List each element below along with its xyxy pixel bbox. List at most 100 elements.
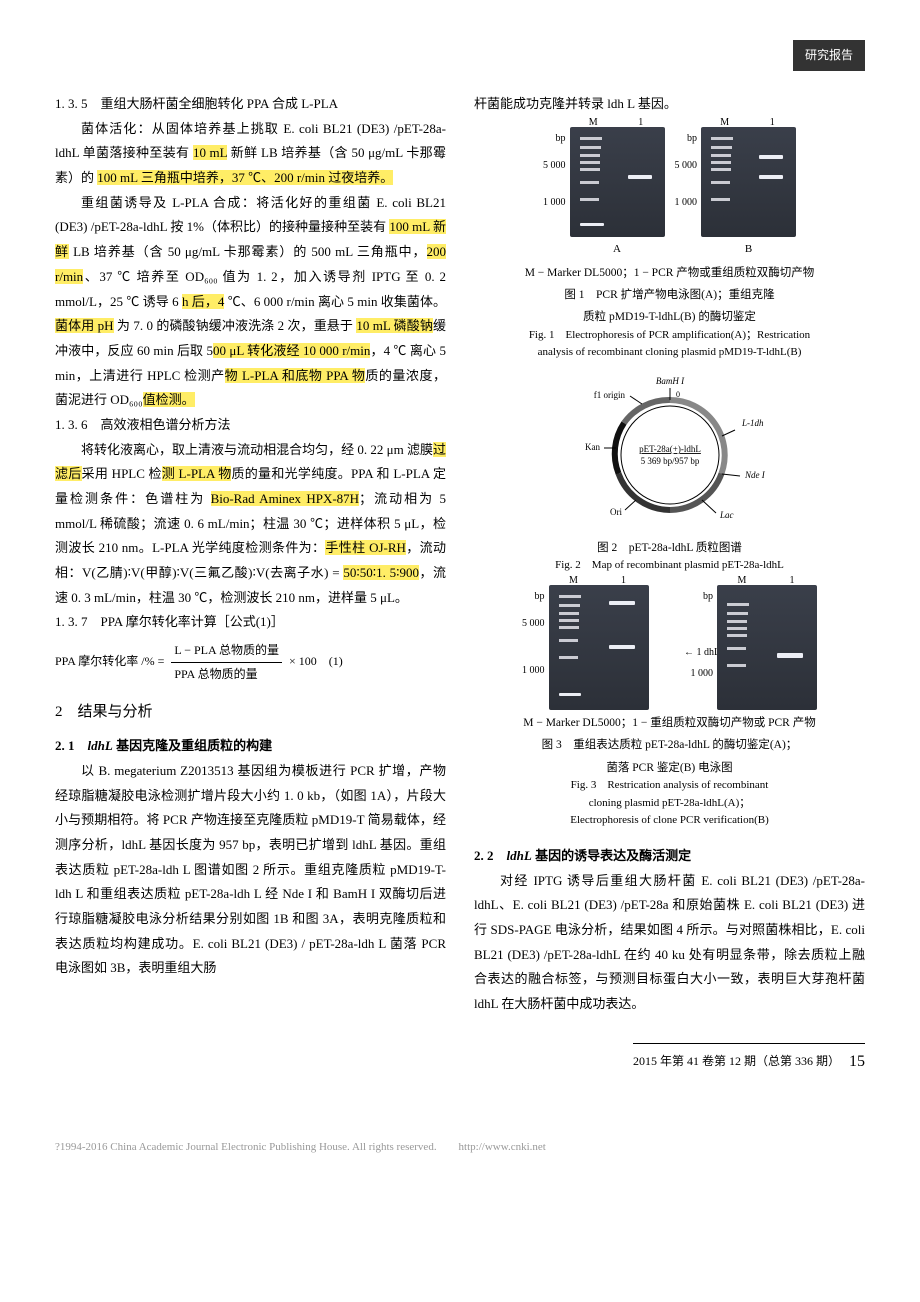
bp-label: bp <box>522 587 545 606</box>
sec-136-title: 1. 3. 6 高效液相色谱分析方法 <box>55 413 446 438</box>
lane: 1 <box>749 113 797 132</box>
sec-135-title: 1. 3. 5 重组大肠杆菌全细胞转化 PPA 合成 L-PLA <box>55 92 446 117</box>
hl: 手性柱 OJ-RH <box>325 540 406 555</box>
fig3-panel-a: bp 5 000 1 000 M1 <box>522 585 649 710</box>
ori-label: Ori <box>610 507 622 517</box>
para-activation: 菌体活化：从固体培养基上挑取 E. coli BL21 (DE3) /pET-2… <box>55 117 446 191</box>
hl: 物 L-PLA 和底物 PPA 物 <box>225 368 366 383</box>
fig1-gels: bp 5 000 1 000 M1 A <box>543 127 796 260</box>
sec-137-title: 1. 3. 7 PPA 摩尔转化率计算［公式(1)］ <box>55 610 446 635</box>
t: ℃、6 000 r/min 离心 5 min 收集菌体。 <box>224 294 446 309</box>
fig3-arrow-label: ← 1 dhL <box>684 643 720 662</box>
hl: 50∶50∶1. 5∶900 <box>343 565 419 580</box>
hl: 测 L-PLA 物 <box>162 466 232 481</box>
fig1-panel-b: bp 5 000 1 000 M1 B <box>675 127 797 260</box>
fig1-cap-en2: analysis of recombinant cloning plasmid … <box>474 344 865 362</box>
mark: 1 000 <box>691 664 714 683</box>
formula-1: PPA 摩尔转化率 /% = L − PLA 总物质的量 PPA 总物质的量 ×… <box>55 639 446 686</box>
lane: 1 <box>617 113 665 132</box>
fig3-gels: bp 5 000 1 000 M1 ← 1 dhL bp <box>522 585 817 710</box>
hl: 值检测。 <box>143 392 195 407</box>
fig1-panel-a: bp 5 000 1 000 M1 A <box>543 127 665 260</box>
header-badge: 研究报告 <box>793 40 865 71</box>
plasmid-svg: BamH I 0 f1 origin L-1dh Kan Nde I Ori L… <box>570 370 770 535</box>
section-2-2-heading: 2. 2 ldhL 基因的诱导表达及酶活测定 <box>474 844 865 869</box>
fig1-legend: M − Marker DL5000；1 − PCR 产物或重组质粒双酶切产物 <box>474 264 865 282</box>
page-number: 15 <box>849 1053 865 1070</box>
formula-label: PPA 摩尔转化率 /% = <box>55 654 164 668</box>
fig1-cap-cn2: 质粒 pMD19-T-ldhL(B) 的酶切鉴定 <box>474 308 865 326</box>
t: 将转化液离心，取上清液与流动相混合均匀，经 0. 22 μm 滤膜 <box>81 442 433 457</box>
t: LB 培养基（含 50 μg/mL 卡那霉素）的 500 mL 三角瓶中， <box>69 244 427 259</box>
zero-label: 0 <box>676 390 680 399</box>
formula-num: L − PLA 总物质的量 <box>171 639 282 663</box>
para-hplc: 将转化液离心，取上清液与流动相混合均匀，经 0. 22 μm 滤膜过滤后采用 H… <box>55 438 446 611</box>
fig1a-marks: bp 5 000 1 000 <box>543 127 570 237</box>
lane: M <box>549 571 599 590</box>
mark: 5 000 <box>675 156 698 175</box>
hl: h 后，4 <box>182 294 224 309</box>
fig3-cap-en2: cloning plasmid pET-28a-ldhL(A)； <box>474 795 865 813</box>
panel-letter: B <box>701 239 796 260</box>
plasmid-size: 5 369 bp/957 bp <box>640 456 699 466</box>
fig3a-marks: bp 5 000 1 000 <box>522 585 549 710</box>
hl: 10 mL <box>193 145 227 160</box>
figure-2: BamH I 0 f1 origin L-1dh Kan Nde I Ori L… <box>474 370 865 575</box>
fig3-legend: M − Marker DL5000；1 − 重组质粒双酶切产物或 PCR 产物 <box>474 714 865 732</box>
mark: 1 000 <box>522 661 545 680</box>
fig1-cap-cn1: 图 1 PCR 扩增产物电泳图(A)；重组克隆 <box>474 286 865 304</box>
mark: 5 000 <box>522 614 545 633</box>
nde-label: Nde I <box>744 470 766 480</box>
two-column-layout: 1. 3. 5 重组大肠杆菌全细胞转化 PPA 合成 L-PLA 菌体活化：从固… <box>55 92 865 1017</box>
hl: 00 μL 转化液经 10 000 r/min <box>213 343 370 358</box>
gel-image-1b: M1 <box>701 127 796 237</box>
para-induction: 重组菌诱导及 L-PLA 合成：将活化好的重组菌 E. coli BL21 (D… <box>55 191 446 413</box>
lac-label: Lac <box>719 510 734 520</box>
hl: 菌体用 pH <box>55 318 114 333</box>
f1-label: f1 origin <box>593 390 625 400</box>
bamhi-label: BamH I <box>655 376 684 386</box>
mark: 1 000 <box>543 193 566 212</box>
para-top-continuation: 杆菌能成功克隆并转录 ldh L 基因。 <box>474 92 865 117</box>
fig1b-marks: bp 5 000 1 000 <box>675 127 702 237</box>
plasmid-name: pET-28a(+)-ldhL <box>639 444 701 454</box>
bp-label: bp <box>675 129 698 148</box>
copyright-line: ?1994-2016 China Academic Journal Electr… <box>55 1137 865 1158</box>
t: 采用 HPLC 检 <box>82 466 162 481</box>
figure-3: bp 5 000 1 000 M1 ← 1 dhL bp <box>474 583 865 830</box>
footer-text: 2015 年第 41 卷第 12 期（总第 336 期） <box>633 1054 840 1068</box>
lane: 1 <box>767 571 817 590</box>
fig3-cap-cn2: 菌落 PCR 鉴定(B) 电泳图 <box>474 759 865 777</box>
lane: M <box>701 113 749 132</box>
page-header: 研究报告 <box>55 40 865 68</box>
bp-label: bp <box>691 587 714 606</box>
lane: M <box>717 571 767 590</box>
page-footer: 2015 年第 41 卷第 12 期（总第 336 期） 15 <box>55 1037 865 1077</box>
bp-label: bp <box>543 129 566 148</box>
t: 重组菌诱导及 L-PLA 合成：将活化好的重组菌 E. coli BL21 (D… <box>55 195 446 235</box>
fig3-cap-en1: Fig. 3 Restrication analysis of recombin… <box>474 777 865 795</box>
t: 为 7. 0 的磷酸钠缓冲液洗涤 2 次，重悬于 <box>114 318 357 333</box>
lane: 1 <box>599 571 649 590</box>
right-column: 杆菌能成功克隆并转录 ldh L 基因。 bp 5 000 1 000 M1 <box>474 92 865 1017</box>
fig3-cap-en3: Electrophoresis of clone PCR verificatio… <box>474 812 865 830</box>
plasmid-map: BamH I 0 f1 origin L-1dh Kan Nde I Ori L… <box>474 370 865 535</box>
figure-1: bp 5 000 1 000 M1 A <box>474 125 865 362</box>
para-2-1: 以 B. megaterium Z2013513 基因组为模板进行 PCR 扩增… <box>55 759 446 981</box>
fig2-cap-cn: 图 2 pET-28a-ldhL 质粒图谱 <box>474 539 865 557</box>
formula-den: PPA 总物质的量 <box>171 663 282 686</box>
fig1-cap-en1: Fig. 1 Electrophoresis of PCR amplificat… <box>474 327 865 345</box>
panel-letter: A <box>570 239 665 260</box>
left-column: 1. 3. 5 重组大肠杆菌全细胞转化 PPA 合成 L-PLA 菌体活化：从固… <box>55 92 446 1017</box>
formula-tail: × 100 (1) <box>289 654 343 668</box>
mark: 1 000 <box>675 193 698 212</box>
section-2-heading: 2 结果与分析 <box>55 698 446 727</box>
gel-image-1a: M1 <box>570 127 665 237</box>
para-2-2: 对经 IPTG 诱导后重组大肠杆菌 E. coli BL21 (DE3) /pE… <box>474 869 865 1017</box>
hl: 100 mL 三角瓶中培养，37 ℃、200 r/min 过夜培养。 <box>97 170 393 185</box>
section-2-1-heading: 2. 1 ldhL 基因克隆及重组质粒的构建 <box>55 734 446 759</box>
gel-image-3a: M1 <box>549 585 649 710</box>
kan-label: Kan <box>585 442 600 452</box>
l1dh-label: L-1dh <box>741 418 764 428</box>
lane: M <box>570 113 618 132</box>
